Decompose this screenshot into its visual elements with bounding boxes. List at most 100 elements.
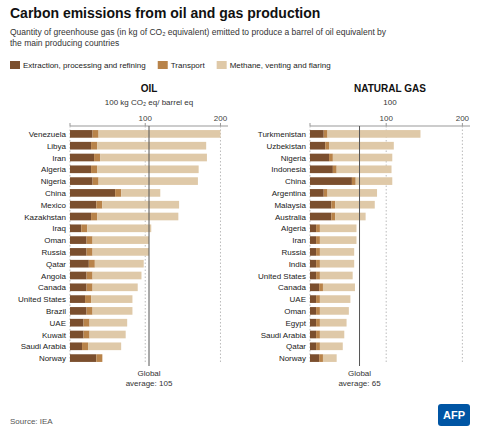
category-label: Nigeria [281, 154, 307, 163]
category-label: Canada [38, 283, 67, 292]
bar-segment [97, 213, 178, 221]
category-label: Nigeria [41, 177, 67, 186]
tick-mark [310, 123, 311, 126]
bar-segment [81, 224, 87, 232]
bar-segment [316, 342, 320, 350]
bar-segment [316, 319, 320, 327]
text-line: average: 65 [338, 379, 381, 388]
bar-segment [324, 130, 328, 138]
bar-segment [320, 248, 354, 256]
bar-segment [87, 272, 93, 280]
category-label: Oman [44, 236, 66, 245]
bar-segment [93, 177, 99, 185]
category-label: Iraq [52, 224, 66, 233]
bar-segment [87, 283, 93, 291]
legend-swatch [10, 61, 20, 69]
bar-segment [310, 213, 331, 221]
bar-segment [337, 165, 392, 173]
bar-segment [356, 177, 393, 185]
bar-segment [70, 177, 93, 185]
bar-segment [70, 283, 87, 291]
bar-segment [310, 283, 319, 291]
category-label: Oman [284, 307, 306, 316]
text-line: the main producing countries [10, 38, 119, 48]
text-line: Global [137, 369, 160, 378]
category-label: Iran [292, 236, 306, 245]
category-label: Algeria [41, 165, 66, 174]
credit: AFP [438, 404, 470, 426]
bar-segment [70, 154, 94, 162]
legend-entry: Transport [171, 61, 206, 70]
grid-line [310, 126, 311, 364]
bar-segment [70, 295, 85, 303]
bar-segment [70, 130, 93, 138]
bar-segment [96, 201, 102, 209]
bar-segment [70, 319, 84, 327]
bar-segment [70, 248, 87, 256]
bar-segment [70, 213, 91, 221]
tick-mark [386, 123, 387, 126]
bar-segment [310, 354, 319, 362]
category-label: Venezuela [29, 130, 67, 139]
bar-segment [87, 224, 151, 232]
bar-segment [310, 130, 324, 138]
credit-box [438, 404, 470, 426]
panel: NATURAL GAS100100200TurkmenistanUzbekist… [258, 83, 470, 388]
subtitle: Quantity of greenhouse gas (in kg of CO₂… [10, 27, 387, 48]
category-label: Indonesia [271, 165, 306, 174]
bar-segment [310, 307, 316, 315]
bar-segment [310, 189, 324, 197]
legend: Extraction, processing and refiningTrans… [10, 61, 331, 70]
bar-segment [310, 201, 331, 209]
bar-segment [99, 177, 198, 185]
legend-entry: Methane, venting and flaring [230, 61, 331, 70]
bar-segment [70, 165, 91, 173]
bar-segment [320, 295, 350, 303]
annotation: Globalaverage: 105 [126, 369, 173, 388]
bar-segment [91, 142, 97, 150]
bar-segment [96, 354, 102, 362]
bar-segment [310, 142, 325, 150]
category-label: Angola [41, 272, 66, 281]
bar-segment [329, 142, 394, 150]
bar-segment [310, 248, 316, 256]
bar-segment [102, 201, 179, 209]
bar-segment [333, 165, 337, 173]
category-label: Qatar [46, 260, 66, 269]
tick-label: 100 [380, 114, 394, 123]
bar-segment [87, 236, 93, 244]
credit-text: AFP [443, 409, 465, 421]
bar-segment [97, 165, 199, 173]
category-label: Canada [278, 283, 307, 292]
tick-mark [220, 123, 221, 126]
bar-segment [310, 331, 316, 339]
bar-segment [82, 342, 88, 350]
category-label: Norway [39, 354, 66, 363]
bar-segment [90, 331, 126, 339]
bar-segment [310, 154, 329, 162]
category-label: UAE [290, 295, 306, 304]
bar-segment [91, 165, 97, 173]
bar-segment [316, 331, 320, 339]
bar-segment [323, 354, 337, 362]
bar-segment [93, 272, 142, 280]
bar-segment [93, 307, 133, 315]
bar-segment [335, 201, 375, 209]
bar-segment [331, 201, 335, 209]
bar-segment [70, 342, 82, 350]
bar-segment [121, 189, 160, 197]
category-label: Algeria [281, 224, 306, 233]
tick-label: 200 [456, 114, 470, 123]
bar-segment [316, 236, 320, 244]
bar-segment [88, 342, 121, 350]
bar-segment [320, 260, 354, 268]
bar-segment [316, 307, 320, 315]
source: Source: IEA [10, 417, 53, 426]
category-label: Libya [47, 142, 67, 151]
bar-segment [310, 295, 316, 303]
text-line: average: 105 [126, 379, 173, 388]
bar-segment [319, 283, 323, 291]
bar-segment [331, 213, 335, 221]
bar-segment [70, 224, 81, 232]
x-axis-label: 100 kg CO₂ eq/ barrel eq [105, 98, 194, 107]
